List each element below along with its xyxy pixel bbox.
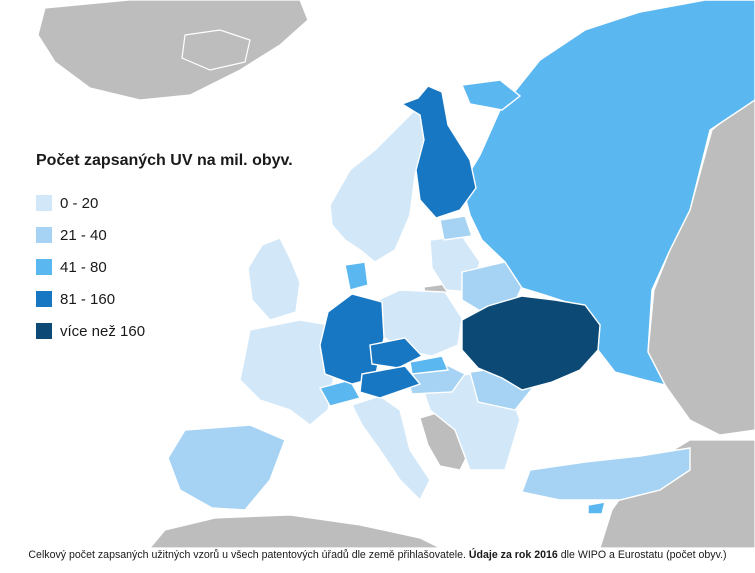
legend-label: 41 - 80 — [60, 258, 107, 276]
legend-label: 81 - 160 — [60, 290, 116, 308]
legend: Počet zapsaných UV na mil. obyv. 0 - 20 … — [36, 152, 293, 347]
legend-swatch — [36, 195, 52, 211]
legend-item: 81 - 160 — [36, 283, 293, 315]
ukraine-region — [461, 295, 601, 391]
switzerland-region — [318, 379, 362, 407]
turkey-region — [521, 447, 691, 501]
middle-east-region — [599, 439, 755, 549]
legend-item: 21 - 40 — [36, 219, 293, 251]
spain-region — [167, 424, 286, 511]
legend-item: více než 160 — [36, 315, 293, 347]
norway-sweden-region — [329, 88, 442, 263]
slovakia-region — [409, 355, 450, 375]
uk-ireland-region — [247, 237, 301, 321]
legend-swatch — [36, 259, 52, 275]
class-21-40-countries — [167, 215, 691, 511]
russia-region — [461, 0, 755, 387]
legend-item: 0 - 20 — [36, 187, 293, 219]
legend-label: 21 - 40 — [60, 226, 107, 244]
legend-item: 41 - 80 — [36, 251, 293, 283]
map-caption: Celkový počet zapsaných užitných vzorů u… — [0, 549, 755, 561]
czechia-region — [369, 337, 424, 369]
caption-source: dle WIPO a Eurostatu (počet obyv.) — [557, 549, 727, 561]
kola-region — [460, 79, 522, 111]
legend-swatch — [36, 227, 52, 243]
north-africa-region — [148, 514, 441, 549]
france-iberia-region — [239, 319, 336, 426]
germany-region — [319, 293, 385, 385]
class-81-160-countries — [319, 85, 477, 399]
iceland-region — [181, 29, 251, 71]
estonia-region — [439, 215, 473, 241]
italy-region — [351, 395, 431, 502]
cyprus-region — [587, 501, 606, 515]
class-over-160-countries — [461, 295, 601, 391]
class-41-80-countries — [318, 0, 755, 515]
legend-swatch — [36, 323, 52, 339]
legend-label: více než 160 — [60, 322, 146, 340]
caption-year: Údaje za rok 2016 — [468, 549, 558, 561]
legend-label: 0 - 20 — [60, 194, 99, 212]
austria-region — [359, 365, 422, 399]
legend-swatch — [36, 291, 52, 307]
finland-region — [400, 85, 477, 219]
legend-title: Počet zapsaných UV na mil. obyv. — [36, 152, 293, 169]
denmark-region — [344, 261, 369, 291]
caption-text: Celkový počet zapsaných užitných vzorů u… — [28, 549, 469, 561]
greenland-region — [37, 0, 309, 101]
